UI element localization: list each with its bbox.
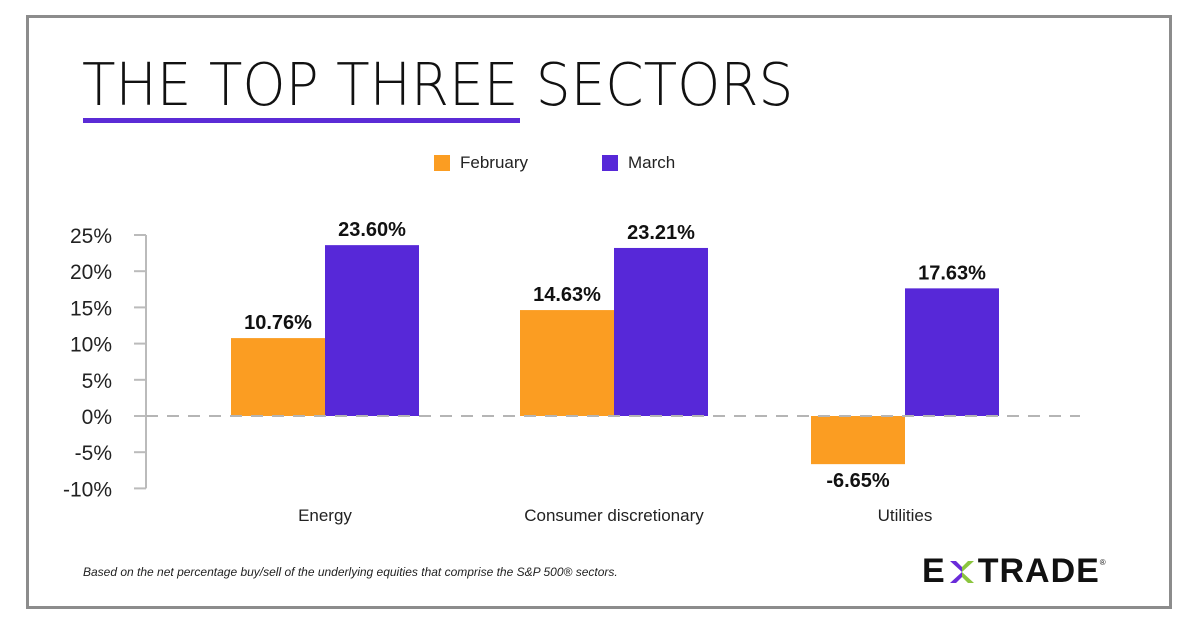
legend-label-march: March xyxy=(628,153,676,172)
y-tick-label: 10% xyxy=(70,334,112,357)
legend-item-february: February xyxy=(434,153,528,173)
legend-label-february: February xyxy=(460,153,529,172)
x-category-label: Utilities xyxy=(878,506,933,525)
y-tick-label: 25% xyxy=(70,225,112,248)
data-label: 17.63% xyxy=(918,262,986,284)
data-label: 14.63% xyxy=(533,284,601,306)
data-label: 10.76% xyxy=(244,312,312,334)
bar-february xyxy=(520,310,614,416)
data-label: 23.60% xyxy=(338,219,406,241)
y-tick-label: -5% xyxy=(75,442,112,465)
legend-swatch-february xyxy=(434,155,450,171)
legend-item-march: March xyxy=(602,153,675,173)
x-category-label: Energy xyxy=(298,506,352,525)
y-tick-label: 15% xyxy=(70,297,112,320)
x-category-label: Consumer discretionary xyxy=(524,506,704,525)
bar-february xyxy=(811,416,905,465)
etrade-star-icon xyxy=(949,560,974,583)
y-tick-label: -10% xyxy=(63,478,112,501)
y-tick-label: 0% xyxy=(82,406,112,429)
bar-february xyxy=(231,338,325,416)
page-title: THE TOP THREE SECTORS xyxy=(82,50,794,119)
y-tick-label: 5% xyxy=(82,370,112,393)
bar-march xyxy=(325,245,419,416)
chart-frame xyxy=(26,15,1172,609)
y-tick-label: 20% xyxy=(70,261,112,284)
etrade-logo: E TRADE ® xyxy=(922,552,1107,590)
legend-swatch-march xyxy=(602,155,618,171)
data-label: 23.21% xyxy=(627,222,695,244)
title-underline xyxy=(83,118,520,123)
footnote: Based on the net percentage buy/sell of … xyxy=(83,565,618,579)
bar-march xyxy=(905,288,999,416)
bar-march xyxy=(614,247,708,416)
data-label: -6.65% xyxy=(826,470,890,492)
